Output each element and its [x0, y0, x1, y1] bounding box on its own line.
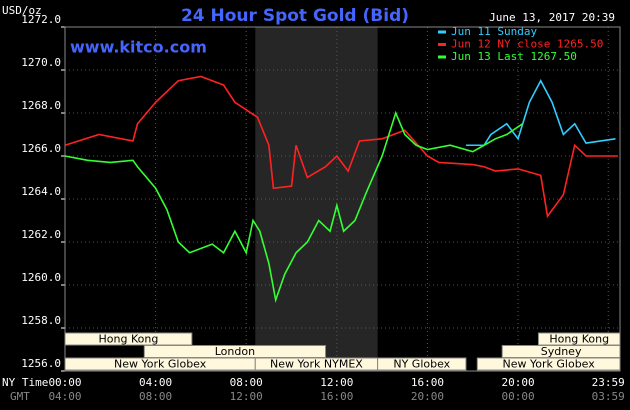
y-tick-label: 1266.0 [21, 142, 61, 155]
session-label: London [215, 345, 255, 358]
x-tick-label: 08:00 [230, 376, 263, 389]
x2-tick-label: 04:00 [48, 390, 81, 403]
y-tick-label: 1264.0 [21, 185, 61, 198]
session-bar [377, 357, 467, 371]
plot-frame [64, 26, 621, 372]
y-tick-label: 1258.0 [21, 314, 61, 327]
x-tick-label: 00:00 [48, 376, 81, 389]
session-label: Sydney [541, 345, 582, 358]
x2-tick-label: 20:00 [411, 390, 444, 403]
x-tick-label: 12:00 [320, 376, 353, 389]
y-tick-label: 1260.0 [21, 271, 61, 284]
x-tick-label: 16:00 [411, 376, 444, 389]
y-tick-label: 1256.0 [21, 357, 61, 370]
session-label: NY Globex [393, 358, 450, 371]
x2-tick-label: 00:00 [501, 390, 534, 403]
session-label: New York NYMEX [270, 358, 363, 371]
session-bar [64, 332, 193, 346]
x-tick-label: 23:59 [592, 376, 625, 389]
chart-title: 24 Hour Spot Gold (Bid) [181, 6, 409, 26]
legend-label: Jun 13 Last 1267.50 [451, 50, 577, 63]
timestamp: June 13, 2017 20:39 [489, 11, 615, 24]
legend-label: Jun 11 Sunday [451, 25, 537, 38]
y-tick-label: 1272.0 [21, 13, 61, 26]
price-line [64, 110, 524, 304]
y-tick-label: 1262.0 [21, 228, 61, 241]
y-tick-label: 1270.0 [21, 56, 61, 69]
x2-tick-label: 08:00 [139, 390, 172, 403]
legend-label: Jun 12 NY close 1265.50 [451, 38, 603, 51]
session-label: Hong Kong [549, 333, 609, 346]
x2-tick-label: 12:00 [230, 390, 263, 403]
subtitle: www.kitco.com [70, 38, 207, 57]
session-label: New York Globex [503, 358, 596, 371]
price-line [465, 79, 616, 147]
session-bar [476, 357, 621, 371]
x-axis-label: NY Time [2, 376, 48, 389]
x2-axis-label: GMT [10, 390, 30, 403]
x2-tick-label: 03:59 [592, 390, 625, 403]
session-label: Hong Kong [99, 333, 159, 346]
x-tick-label: 04:00 [139, 376, 172, 389]
y-axis-label: USD/oz [2, 4, 42, 17]
y-tick-label: 1268.0 [21, 99, 61, 112]
x-tick-label: 20:00 [501, 376, 534, 389]
x2-tick-label: 16:00 [320, 390, 353, 403]
price-line [64, 75, 618, 219]
session-label: New York Globex [114, 358, 207, 371]
